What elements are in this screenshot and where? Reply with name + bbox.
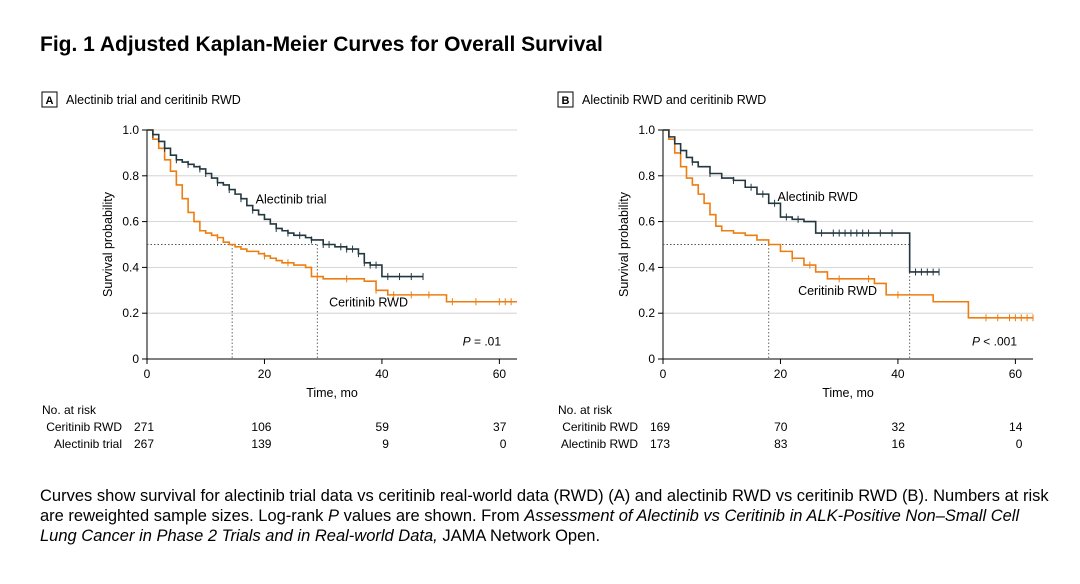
x-axis-label: Time, mo bbox=[306, 386, 358, 400]
curve-label: Alectinib RWD bbox=[778, 190, 858, 204]
risk-table-header: No. at risk bbox=[558, 403, 613, 417]
curve-label: Ceritinib RWD bbox=[329, 295, 408, 309]
figure-title: Fig. 1 Adjusted Kaplan-Meier Curves for … bbox=[40, 33, 603, 56]
risk-table-value: 169 bbox=[650, 420, 670, 434]
panel-b: B Alectinib RWD and ceritinib RWD 0 0.2 0.4 0… bbox=[556, 88, 1056, 468]
survival-curve-ceritinib bbox=[663, 129, 1033, 319]
p-value-text: < .001 bbox=[980, 334, 1017, 348]
survival-curve-ceritinib bbox=[147, 129, 517, 303]
y-tick-label: 0 bbox=[648, 352, 655, 366]
y-tick-label: 0.2 bbox=[122, 306, 139, 320]
y-tick-label: 0 bbox=[132, 352, 139, 366]
figure-caption: Curves show survival for alectinib trial… bbox=[40, 486, 1050, 546]
y-tick-label: 1.0 bbox=[122, 123, 139, 137]
y-axis-label: Survival probability bbox=[617, 191, 631, 297]
risk-table-row-label: Alectinib trial bbox=[54, 437, 122, 451]
risk-table-value: 271 bbox=[134, 420, 154, 434]
panel-title: Alectinib trial and ceritinib RWD bbox=[66, 93, 241, 107]
x-tick-label: 60 bbox=[1009, 367, 1023, 381]
y-tick-label: 0.6 bbox=[638, 215, 655, 229]
p-value: P < .001 bbox=[972, 334, 1017, 348]
survival-curve-alectinib bbox=[663, 129, 940, 273]
y-tick-label: 0.6 bbox=[122, 215, 139, 229]
x-tick-label: 20 bbox=[258, 367, 272, 381]
x-tick-label: 20 bbox=[774, 367, 788, 381]
risk-table-header: No. at risk bbox=[42, 403, 97, 417]
risk-table-row-label: Ceritinib RWD bbox=[46, 420, 122, 434]
x-tick-label: 40 bbox=[891, 367, 905, 381]
km-chart-svg: A Alectinib trial and ceritinib RWD 0 0.2 0.… bbox=[41, 91, 517, 451]
caption-text: JAMA Network Open. bbox=[437, 527, 601, 545]
curve-label: Ceritinib RWD bbox=[798, 284, 877, 298]
y-tick-label: 0.2 bbox=[638, 306, 655, 320]
caption-text: Curves show survival for alectinib trial… bbox=[40, 487, 1049, 525]
risk-table-row-label: Ceritinib RWD bbox=[562, 420, 638, 434]
risk-table-value: 139 bbox=[251, 437, 271, 451]
km-chart-svg: B Alectinib RWD and ceritinib RWD 0 0.2 0.4 0… bbox=[557, 91, 1034, 451]
panel-label-box bbox=[41, 91, 58, 108]
x-axis-label: Time, mo bbox=[822, 386, 874, 400]
survival-curve-alectinib bbox=[147, 129, 424, 278]
risk-table-value: 0 bbox=[500, 437, 507, 451]
panel-label: B bbox=[562, 95, 570, 107]
panel-a: A Alectinib trial and ceritinib RWD 0 0.2 0.… bbox=[40, 88, 540, 468]
p-value-symbol: P bbox=[972, 334, 980, 348]
y-tick-label: 0.4 bbox=[122, 260, 139, 274]
risk-table-value: 16 bbox=[892, 437, 906, 451]
y-tick-label: 0.4 bbox=[638, 260, 655, 274]
x-tick-label: 60 bbox=[493, 367, 507, 381]
caption-italic-text: Assessment of Alectinib vs Ceritinib in … bbox=[40, 507, 1020, 545]
risk-table-value: 59 bbox=[376, 420, 390, 434]
x-tick-label: 0 bbox=[144, 367, 151, 381]
caption-italic-text: P bbox=[327, 507, 339, 525]
panel-label-box bbox=[557, 91, 574, 108]
risk-table-value: 32 bbox=[892, 420, 906, 434]
p-value-text: = .01 bbox=[471, 334, 502, 348]
risk-table-value: 173 bbox=[650, 437, 670, 451]
p-value: P = .01 bbox=[463, 334, 502, 348]
risk-table-row-label: Alectinib RWD bbox=[561, 437, 638, 451]
y-axis-label: Survival probability bbox=[101, 191, 115, 297]
risk-table-value: 0 bbox=[1016, 437, 1023, 451]
caption-text: values are shown. From bbox=[339, 507, 525, 525]
risk-table-value: 83 bbox=[774, 437, 788, 451]
p-value-symbol: P bbox=[463, 334, 471, 348]
risk-table-value: 9 bbox=[382, 437, 389, 451]
y-tick-label: 0.8 bbox=[122, 169, 139, 183]
curve-label: Alectinib trial bbox=[256, 192, 327, 206]
risk-table-value: 70 bbox=[774, 420, 788, 434]
risk-table-value: 106 bbox=[251, 420, 271, 434]
risk-table-value: 267 bbox=[134, 437, 154, 451]
x-tick-label: 0 bbox=[660, 367, 667, 381]
panel-title: Alectinib RWD and ceritinib RWD bbox=[582, 93, 766, 107]
y-tick-label: 0.8 bbox=[638, 169, 655, 183]
y-tick-label: 1.0 bbox=[638, 123, 655, 137]
risk-table-value: 37 bbox=[493, 420, 507, 434]
x-tick-label: 40 bbox=[375, 367, 389, 381]
risk-table-value: 14 bbox=[1009, 420, 1023, 434]
panel-label: A bbox=[46, 95, 54, 107]
